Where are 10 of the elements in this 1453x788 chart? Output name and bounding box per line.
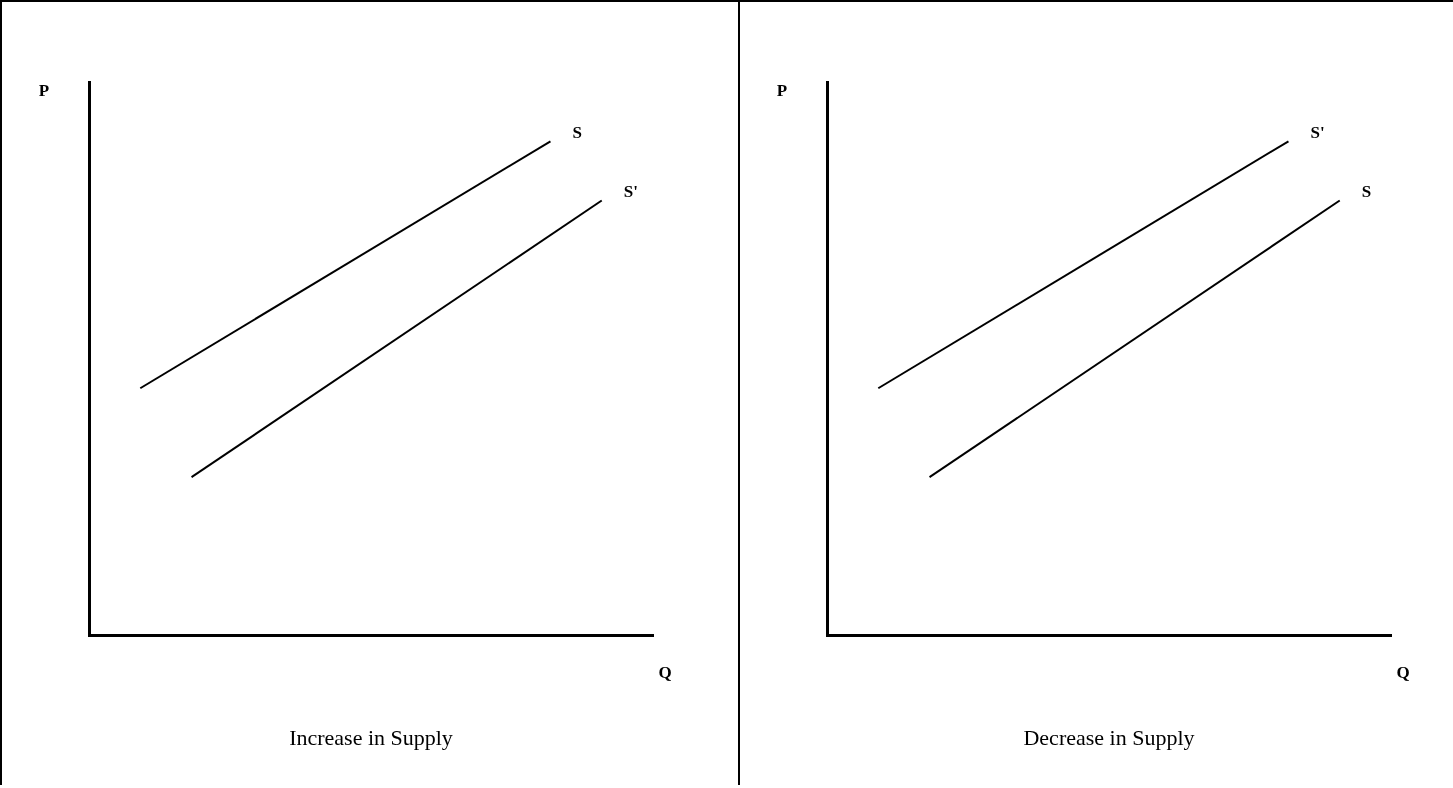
x-axis-title: Q: [658, 662, 672, 682]
y-axis-title: P: [38, 81, 50, 101]
series-label: S: [572, 122, 582, 142]
text: Decrease in Supply: [1023, 724, 1195, 750]
text: Increase in Supply: [289, 724, 453, 750]
y-axis-title: P: [776, 81, 788, 101]
series-label: S: [1361, 181, 1372, 201]
series-label: S': [1310, 122, 1325, 142]
x-axis-title: Q: [1396, 662, 1410, 682]
series-label: S': [623, 181, 638, 201]
